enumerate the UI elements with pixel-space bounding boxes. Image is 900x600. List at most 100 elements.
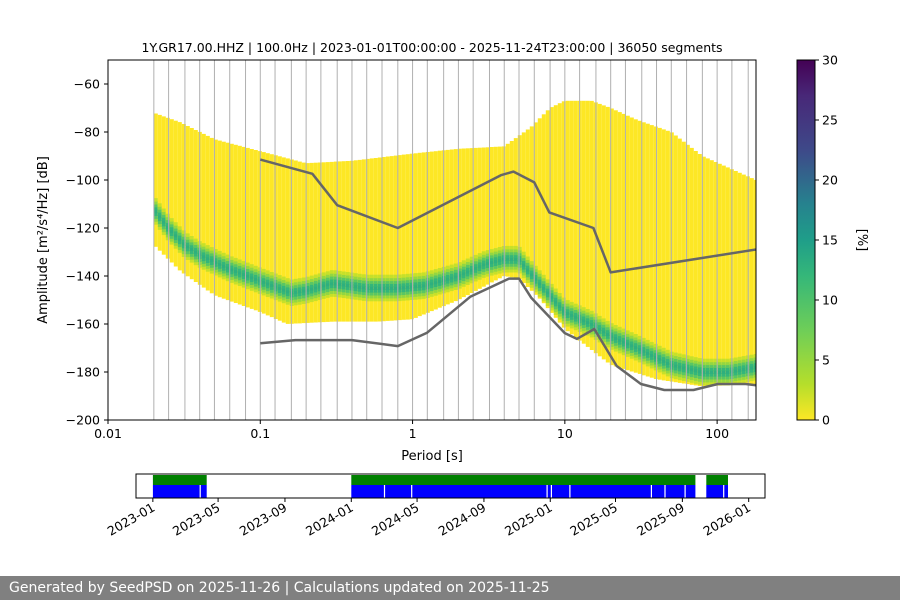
density-cell	[365, 283, 370, 287]
density-cell	[689, 362, 694, 366]
density-cell	[217, 265, 222, 269]
density-cell	[397, 288, 402, 293]
density-cell	[569, 307, 574, 312]
density-cell	[217, 256, 222, 261]
density-column	[513, 138, 518, 278]
density-cell	[305, 296, 310, 301]
density-cell	[573, 326, 578, 331]
density-cell	[241, 266, 246, 271]
density-cell	[497, 267, 502, 271]
density-column	[217, 140, 222, 298]
density-cell	[581, 307, 586, 311]
density-cell	[345, 272, 350, 276]
density-cell	[533, 268, 538, 273]
density-cell	[529, 284, 534, 288]
density-cell	[485, 261, 490, 266]
density-cell	[625, 344, 630, 349]
density-cell	[449, 276, 454, 280]
density-cell	[325, 291, 330, 295]
x-tick-label: 0.01	[94, 426, 122, 441]
density-cell	[545, 290, 550, 295]
density-cell	[377, 297, 382, 302]
density-cell	[545, 285, 550, 289]
density-column	[153, 113, 158, 247]
density-cell	[385, 297, 390, 302]
density-column	[517, 135, 522, 280]
density-cell	[585, 329, 590, 333]
density-cell	[621, 345, 626, 350]
density-cell	[609, 340, 614, 344]
density-cell	[693, 377, 698, 381]
density-cell	[337, 273, 342, 278]
density-cell	[301, 297, 306, 302]
density-cell	[641, 349, 646, 353]
density-cell	[213, 257, 218, 262]
colorbar: 0 5 10 15 20 25 30 [%]	[796, 53, 869, 428]
density-column	[721, 165, 726, 386]
density-cell	[673, 367, 678, 371]
density-cell	[201, 254, 206, 259]
density-cell	[709, 373, 714, 377]
density-cell	[333, 290, 338, 294]
density-cell	[237, 259, 242, 263]
density-cell	[277, 283, 282, 288]
density-column	[529, 126, 534, 291]
density-cell	[561, 317, 566, 322]
density-cell	[529, 278, 534, 282]
density-cell	[253, 283, 258, 287]
density-cell	[273, 276, 278, 280]
density-cell	[245, 271, 250, 275]
density-cell	[253, 265, 258, 270]
density-cell	[233, 275, 238, 279]
density-cell	[589, 333, 594, 338]
density-cell	[337, 291, 342, 295]
density-cell	[161, 225, 166, 230]
density-cell	[533, 277, 538, 281]
density-cell	[357, 285, 362, 289]
density-cell	[173, 236, 178, 241]
density-cell	[749, 377, 754, 382]
density-column	[165, 117, 170, 259]
density-cell	[509, 257, 514, 261]
timeline-segment	[351, 475, 696, 485]
density-cell	[625, 350, 630, 355]
density-column	[565, 100, 570, 332]
density-cell	[617, 341, 622, 345]
density-cell	[185, 247, 190, 252]
density-cell	[697, 381, 702, 385]
density-cell	[233, 278, 238, 282]
density-cell	[297, 286, 302, 291]
density-cell	[609, 331, 614, 336]
density-column	[737, 172, 742, 385]
density-cell	[465, 267, 470, 271]
density-cell	[509, 260, 514, 264]
density-cell	[325, 288, 330, 293]
density-cell	[505, 269, 510, 273]
density-cell	[621, 351, 626, 356]
density-cell	[157, 212, 162, 216]
density-cell	[497, 249, 502, 254]
density-column	[233, 144, 238, 303]
density-cell	[469, 268, 474, 272]
density-cell	[269, 283, 274, 287]
density-cell	[301, 289, 306, 293]
y-tick-label: −160	[66, 317, 100, 332]
density-cell	[361, 291, 366, 296]
density-cell	[465, 264, 470, 268]
density-cell	[665, 352, 670, 357]
density-cell	[665, 358, 670, 362]
density-cell	[481, 251, 486, 255]
density-column	[673, 135, 678, 383]
density-cell	[297, 281, 302, 285]
timeline-tick-label: 2026-01	[700, 500, 753, 539]
density-cell	[701, 373, 706, 377]
density-cell	[249, 275, 254, 280]
density-cell	[693, 363, 698, 367]
density-cell	[521, 274, 526, 279]
timeline-segment	[351, 485, 696, 498]
density-cell	[229, 256, 234, 260]
density-cell	[213, 263, 218, 267]
density-cell	[609, 337, 614, 342]
density-cell	[405, 273, 410, 278]
density-cell	[241, 264, 246, 268]
